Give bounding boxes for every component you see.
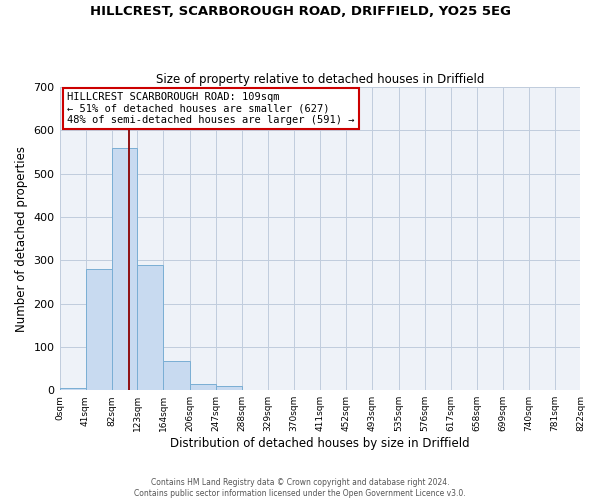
Bar bbox=[86, 269, 112, 390]
Text: Contains HM Land Registry data © Crown copyright and database right 2024.
Contai: Contains HM Land Registry data © Crown c… bbox=[134, 478, 466, 498]
Text: HILLCREST, SCARBOROUGH ROAD, DRIFFIELD, YO25 5EG: HILLCREST, SCARBOROUGH ROAD, DRIFFIELD, … bbox=[89, 5, 511, 18]
Bar bbox=[112, 148, 137, 390]
Bar bbox=[137, 264, 163, 390]
Y-axis label: Number of detached properties: Number of detached properties bbox=[15, 146, 28, 332]
Bar bbox=[163, 361, 190, 390]
Bar bbox=[190, 384, 216, 390]
Title: Size of property relative to detached houses in Driffield: Size of property relative to detached ho… bbox=[156, 73, 484, 86]
Bar bbox=[59, 388, 86, 390]
X-axis label: Distribution of detached houses by size in Driffield: Distribution of detached houses by size … bbox=[170, 437, 470, 450]
Text: HILLCREST SCARBOROUGH ROAD: 109sqm
← 51% of detached houses are smaller (627)
48: HILLCREST SCARBOROUGH ROAD: 109sqm ← 51%… bbox=[67, 92, 355, 125]
Bar bbox=[216, 386, 242, 390]
